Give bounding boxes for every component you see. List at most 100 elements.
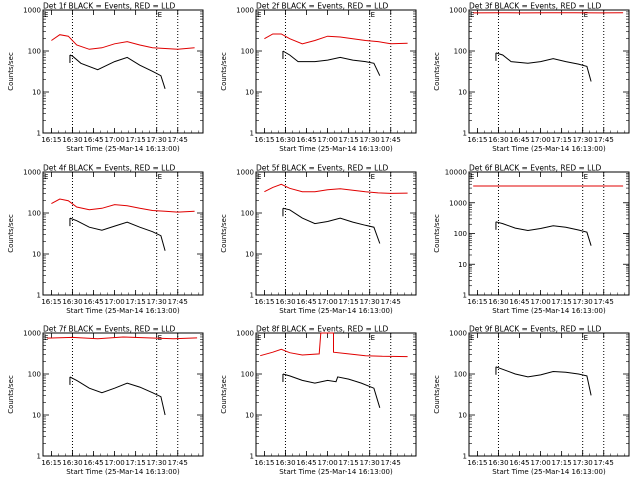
event-marker: E xyxy=(371,11,375,19)
x-tick-label: 16:30 xyxy=(488,136,508,144)
event-marker: E xyxy=(44,173,48,181)
y-axis-label: Counts/sec xyxy=(7,214,15,253)
plot-panel: Det 7f BLACK = Events, RED = LLD11010010… xyxy=(7,325,203,477)
x-tick-label: 17:30 xyxy=(360,459,380,467)
x-tick-label: 17:15 xyxy=(126,298,146,306)
plot-frame xyxy=(256,333,416,456)
events-series-line xyxy=(70,377,165,415)
plot-panel: Det 1f BLACK = Events, RED = LLD11010010… xyxy=(7,2,203,154)
x-tick-label: 16:45 xyxy=(296,298,316,306)
events-series-line xyxy=(496,53,591,82)
x-tick-label: 16:15 xyxy=(467,136,487,144)
x-axis-label: Start Time (25-Mar-14 16:13:00) xyxy=(66,468,180,476)
y-axis-label: Counts/sec xyxy=(433,214,441,253)
x-tick-label: 16:45 xyxy=(296,459,316,467)
plot-panel: Det 3f BLACK = Events, RED = LLD11010010… xyxy=(433,2,629,154)
x-tick-label: 17:00 xyxy=(104,298,124,306)
lld-series-line xyxy=(264,184,407,193)
plot-panel: Det 9f BLACK = Events, RED = LLD11010010… xyxy=(433,325,629,477)
plot-title: Det 7f BLACK = Events, RED = LLD xyxy=(43,325,176,334)
plot-panel: Det 5f BLACK = Events, RED = LLD11010010… xyxy=(220,164,416,316)
events-series-line xyxy=(283,208,380,243)
event-marker: E xyxy=(257,334,261,342)
x-tick-label: 16:15 xyxy=(467,459,487,467)
x-tick-label: 17:15 xyxy=(339,459,359,467)
y-tick-label: 100 xyxy=(28,48,41,56)
event-marker: E xyxy=(584,173,588,181)
event-marker: E xyxy=(371,173,375,181)
x-axis-label: Start Time (25-Mar-14 16:13:00) xyxy=(279,307,393,315)
y-tick-label: 100 xyxy=(454,48,467,56)
x-tick-label: 17:15 xyxy=(552,136,572,144)
x-tick-label: 17:45 xyxy=(594,298,614,306)
event-marker: E xyxy=(470,334,474,342)
y-axis-label: Counts/sec xyxy=(220,214,228,253)
plot-title: Det 3f BLACK = Events, RED = LLD xyxy=(469,2,602,11)
x-tick-label: 16:30 xyxy=(62,298,82,306)
events-series-line xyxy=(496,222,591,246)
plot-frame xyxy=(43,172,203,295)
x-tick-label: 17:00 xyxy=(530,136,550,144)
x-tick-label: 17:45 xyxy=(168,298,188,306)
y-tick-label: 10 xyxy=(32,251,41,259)
plot-title: Det 4f BLACK = Events, RED = LLD xyxy=(43,164,176,173)
x-tick-label: 16:30 xyxy=(488,298,508,306)
x-tick-label: 17:30 xyxy=(573,298,593,306)
y-tick-label: 1000 xyxy=(23,7,41,15)
plot-frame xyxy=(256,172,416,295)
x-tick-label: 17:30 xyxy=(360,136,380,144)
events-series-line xyxy=(283,374,380,408)
x-tick-label: 17:30 xyxy=(147,136,167,144)
x-tick-label: 17:00 xyxy=(530,459,550,467)
y-axis-label: Counts/sec xyxy=(433,375,441,414)
x-tick-label: 17:45 xyxy=(381,459,401,467)
event-marker: E xyxy=(257,11,261,19)
plot-title: Det 1f BLACK = Events, RED = LLD xyxy=(43,2,176,11)
plot-frame xyxy=(469,333,629,456)
x-tick-label: 17:00 xyxy=(104,136,124,144)
x-tick-label: 17:45 xyxy=(168,136,188,144)
plot-frame xyxy=(469,10,629,133)
x-tick-label: 17:15 xyxy=(339,136,359,144)
y-tick-label: 10 xyxy=(245,412,254,420)
x-tick-label: 16:15 xyxy=(467,298,487,306)
y-tick-label: 1000 xyxy=(236,7,254,15)
y-axis-label: Counts/sec xyxy=(433,52,441,91)
x-axis-label: Start Time (25-Mar-14 16:13:00) xyxy=(492,307,606,315)
x-tick-label: 16:15 xyxy=(254,459,274,467)
y-tick-label: 10000 xyxy=(445,169,467,177)
y-axis-label: Counts/sec xyxy=(220,52,228,91)
y-axis-label: Counts/sec xyxy=(220,375,228,414)
x-tick-label: 17:30 xyxy=(147,298,167,306)
y-tick-label: 100 xyxy=(241,48,254,56)
x-tick-label: 17:00 xyxy=(530,298,550,306)
plot-frame xyxy=(469,172,629,295)
x-tick-label: 17:15 xyxy=(126,136,146,144)
x-tick-label: 17:30 xyxy=(573,136,593,144)
y-tick-label: 1000 xyxy=(449,199,467,207)
y-tick-label: 10 xyxy=(245,89,254,97)
plot-panel: Det 6f BLACK = Events, RED = LLD11010010… xyxy=(433,164,629,316)
x-tick-label: 16:45 xyxy=(509,136,529,144)
x-tick-label: 16:30 xyxy=(62,136,82,144)
plot-title: Det 6f BLACK = Events, RED = LLD xyxy=(469,164,602,173)
event-marker: E xyxy=(158,173,162,181)
x-tick-label: 17:30 xyxy=(147,459,167,467)
x-axis-label: Start Time (25-Mar-14 16:13:00) xyxy=(279,468,393,476)
x-tick-label: 16:45 xyxy=(83,298,103,306)
y-tick-label: 100 xyxy=(28,371,41,379)
y-tick-label: 1000 xyxy=(449,7,467,15)
x-tick-label: 16:30 xyxy=(62,459,82,467)
event-marker: E xyxy=(470,173,474,181)
lld-series-line xyxy=(51,35,194,50)
x-tick-label: 16:15 xyxy=(254,298,274,306)
plot-title: Det 9f BLACK = Events, RED = LLD xyxy=(469,325,602,334)
x-tick-label: 16:45 xyxy=(509,298,529,306)
y-tick-label: 10 xyxy=(458,412,467,420)
x-axis-label: Start Time (25-Mar-14 16:13:00) xyxy=(492,145,606,153)
x-axis-label: Start Time (25-Mar-14 16:13:00) xyxy=(66,145,180,153)
y-tick-label: 100 xyxy=(241,371,254,379)
x-tick-label: 16:45 xyxy=(83,459,103,467)
